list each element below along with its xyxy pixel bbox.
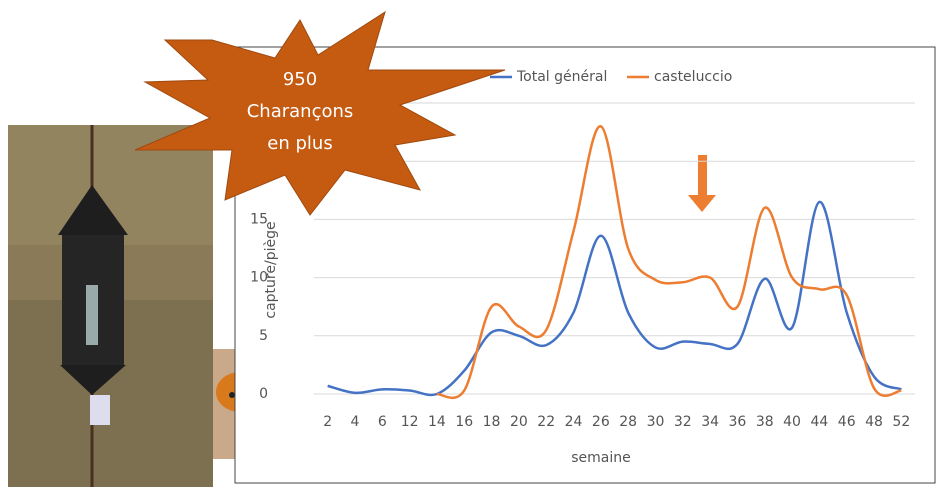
x-tick-label: 32 [674,414,692,430]
y-tick-label: 0 [259,386,268,402]
x-tick-label: 18 [483,414,501,430]
x-tick-label: 38 [756,414,774,430]
x-tick-label: 12 [401,414,419,430]
trap-photo [8,125,213,487]
x-tick-label: 30 [647,414,665,430]
x-tick-label: 2 [323,414,332,430]
x-tick-label: 40 [783,414,801,430]
legend-label: casteluccio [654,69,732,85]
x-tick-label: 34 [701,414,719,430]
x-tick-label: 48 [865,414,883,430]
callout-line: en plus [267,133,332,154]
x-tick-label: 14 [428,414,446,430]
callout-line: Charançons [247,101,354,122]
y-tick-label: 15 [250,211,268,227]
x-tick-label: 24 [565,414,583,430]
x-tick-label: 52 [892,414,910,430]
legend-label: Total général [516,69,607,85]
x-tick-label: 36 [729,414,747,430]
x-tick-label: 22 [537,414,555,430]
x-tick-label: 46 [838,414,856,430]
x-tick-label: 26 [592,414,610,430]
x-tick-label: 16 [455,414,473,430]
y-tick-label: 5 [259,328,268,344]
slide: semaine capture/piège 051015202524612141… [0,0,947,487]
x-tick-label: 28 [619,414,637,430]
x-axis-title: semaine [571,450,631,466]
x-tick-label: 44 [810,414,828,430]
x-tick-label: 6 [378,414,387,430]
x-tick-label: 20 [510,414,528,430]
callout-line: 950 [283,69,317,90]
x-tick-label: 4 [351,414,360,430]
y-tick-label: 10 [250,270,268,286]
